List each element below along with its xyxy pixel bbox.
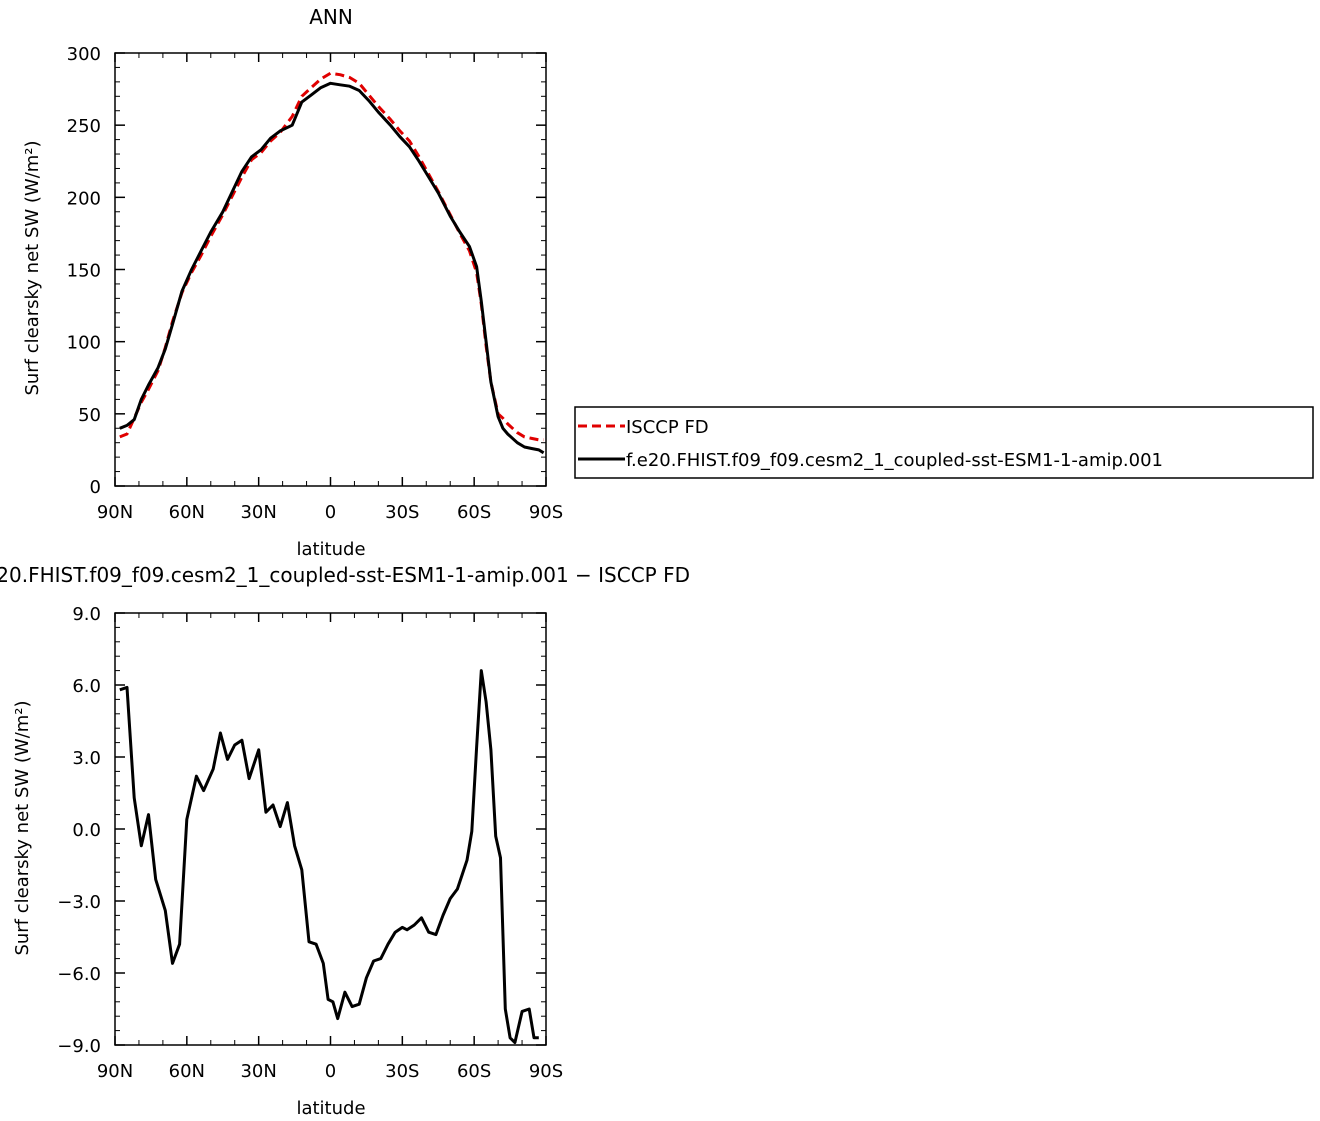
top-y-tick-label: 50 (78, 405, 101, 426)
top-series-line-0 (119, 71, 544, 442)
bottom-x-tick-label: 0 (325, 1061, 336, 1082)
top-panel-title: ANN (309, 5, 353, 29)
bottom-ylabel: Surf clearsky net SW (W/m²) (12, 700, 33, 955)
top-plot-area: 90N 60N 30N 0 30S 60S 90S 0 50 100 150 200 250 300 (67, 44, 564, 523)
top-x-tick-label: 30S (385, 502, 419, 523)
bottom-xlabel: latitude (296, 1098, 365, 1119)
bottom-y-tick-label: −9.0 (57, 1036, 101, 1057)
top-y-tick-label: 150 (67, 261, 101, 282)
bottom-x-tick-label: 60S (457, 1061, 491, 1082)
bottom-plot-area: 90N 60N 30N 0 30S 60S 90S −9.0 −6.0 −3.0 0.0 3.0 6.0… (57, 604, 563, 1082)
top-y-tick-label: 0 (90, 477, 101, 498)
legend-label-model: f.e20.FHIST.f09_f09.cesm2_1_coupled-sst-… (626, 450, 1163, 471)
bottom-y-tick-label: 6.0 (72, 676, 101, 697)
bottom-y-tick-label: 0.0 (72, 820, 101, 841)
top-ylabel: Surf clearsky net SW (W/m²) (22, 140, 43, 395)
top-x-tick-label: 60S (457, 502, 491, 523)
top-x-tick-label: 30N (240, 502, 276, 523)
top-y-tick-label: 300 (67, 44, 101, 65)
bottom-y-tick-label: 9.0 (72, 604, 101, 625)
bottom-panel-title: f.e20.FHIST.f09_f09.cesm2_1_coupled-sst-… (0, 563, 690, 587)
bottom-x-tick-label: 30S (385, 1061, 419, 1082)
bottom-panel: f.e20.FHIST.f09_f09.cesm2_1_coupled-sst-… (0, 563, 690, 1119)
top-y-tick-label: 250 (67, 116, 101, 137)
bottom-x-tick-label: 30N (240, 1061, 276, 1082)
bottom-x-tick-label: 60N (169, 1061, 205, 1082)
legend: ISCCP FD f.e20.FHIST.f09_f09.cesm2_1_cou… (574, 406, 1314, 479)
top-x-tick-label: 60N (169, 502, 205, 523)
legend-box (574, 406, 1314, 479)
top-x-tick-label: 90N (97, 502, 133, 523)
legend-label-isccp: ISCCP FD (626, 417, 709, 438)
bottom-x-tick-label: 90S (529, 1061, 563, 1082)
bottom-series-line-0 (119, 669, 539, 1045)
top-plot-frame (114, 52, 547, 487)
bottom-y-tick-label: −6.0 (57, 964, 101, 985)
top-y-tick-label: 200 (67, 188, 101, 209)
bottom-x-tick-label: 90N (97, 1061, 133, 1082)
top-xlabel: latitude (296, 539, 365, 560)
top-x-tick-label: 0 (325, 502, 336, 523)
top-x-tick-label: 90S (529, 502, 563, 523)
bottom-y-tick-label: −3.0 (57, 892, 101, 913)
top-panel: ANN 90N 60N 30N 0 30S 60S 90S 0 50 100 150 200 250 30… (22, 5, 1314, 560)
top-y-tick-label: 100 (67, 333, 101, 354)
top-series-line-1 (119, 81, 545, 455)
bottom-y-tick-label: 3.0 (72, 748, 101, 769)
